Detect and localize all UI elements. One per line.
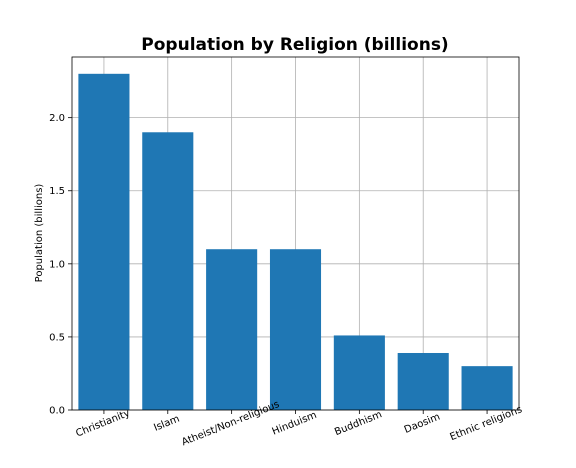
bar [333,335,385,410]
y-tick-label: 1.0 [49,259,65,270]
y-tick-label: 1.5 [49,186,65,197]
bar [78,73,130,411]
bar [461,366,513,410]
x-tick-label: Islam [152,414,181,434]
chart-title: Population by Religion (billions) [141,35,448,55]
x-tick-label: Christianity [74,408,131,440]
x-tick-label: Buddhism [333,409,383,438]
x-tick-label: Hinduism [271,410,319,438]
bar [206,249,258,410]
bar [397,352,449,410]
y-axis-label: Population (billions) [34,184,45,283]
bar [142,132,194,410]
x-tick-label: Daosim [403,412,442,436]
y-tick-label: 0.0 [49,406,65,417]
y-tick-label: 0.5 [49,332,65,343]
bars [78,73,513,411]
y-tick-label: 2.0 [49,113,65,124]
bar [269,249,322,410]
